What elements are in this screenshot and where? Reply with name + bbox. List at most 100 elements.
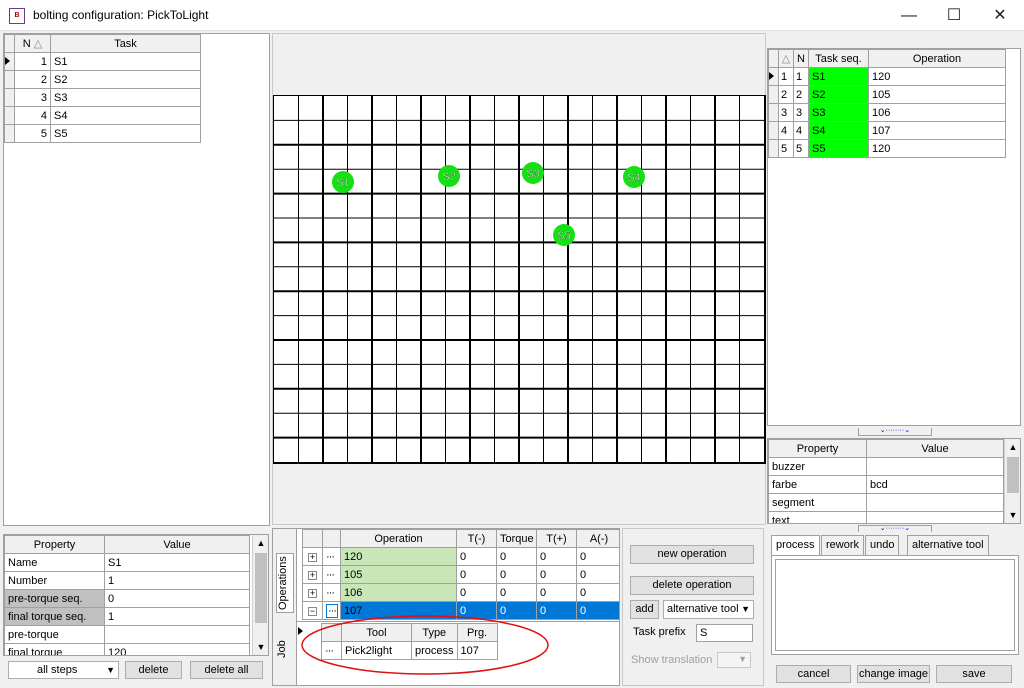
- column-header-operation[interactable]: Operation: [340, 529, 457, 548]
- cell-n[interactable]: 3: [14, 88, 51, 107]
- cell-n[interactable]: 4: [14, 106, 51, 125]
- sequence-row[interactable]: 4 4 S4 107: [768, 121, 1006, 140]
- maximize-button[interactable]: ☐: [946, 7, 962, 24]
- cell-t-minus[interactable]: 0: [456, 547, 497, 566]
- cell-index[interactable]: 4: [778, 121, 794, 140]
- cell-task-seq[interactable]: S2: [808, 85, 869, 104]
- scroll-thumb[interactable]: [255, 553, 267, 623]
- property-row[interactable]: final torque seq. 1: [4, 607, 250, 626]
- property-value[interactable]: S1: [104, 553, 250, 572]
- new-operation-button[interactable]: new operation: [630, 545, 754, 564]
- sequence-row[interactable]: 1 1 S1 120: [768, 67, 1006, 86]
- cell-t-plus[interactable]: 0: [536, 565, 577, 584]
- cell-operation[interactable]: 105: [868, 85, 1006, 104]
- minus-icon[interactable]: −: [308, 605, 317, 616]
- alternative-tool-select[interactable]: alternative tool ▼: [663, 600, 754, 619]
- column-header-t-minus[interactable]: T(-): [456, 529, 497, 548]
- property-row[interactable]: final torque 120: [4, 643, 250, 655]
- tool-row[interactable]: ··· Pick2light process 107: [321, 641, 498, 660]
- column-header-torque[interactable]: Torque: [496, 529, 537, 548]
- column-header-a-minus[interactable]: A(-): [576, 529, 619, 548]
- cell-task-seq[interactable]: S4: [808, 121, 869, 140]
- table-row[interactable]: 2 S2: [4, 70, 201, 89]
- column-header-t-plus[interactable]: T(+): [536, 529, 577, 548]
- cell-operation[interactable]: 107: [340, 601, 457, 620]
- delete-operation-button[interactable]: delete operation: [630, 576, 754, 595]
- image-area[interactable]: S1 S2 S3 S4 S5: [272, 33, 766, 525]
- ellipsis-icon[interactable]: ···: [322, 601, 341, 620]
- operation-row[interactable]: + ··· 120 0 0 0 0: [302, 547, 619, 566]
- cell-torque[interactable]: 0: [496, 583, 537, 602]
- operation-row[interactable]: + ··· 106 0 0 0 0: [302, 583, 619, 602]
- property-row[interactable]: Name S1: [4, 553, 250, 572]
- cell-operation[interactable]: 106: [340, 583, 457, 602]
- cell-n[interactable]: 2: [793, 85, 809, 104]
- properties-scrollbar[interactable]: ▲ ▼: [252, 535, 268, 655]
- cell-task[interactable]: S3: [50, 88, 201, 107]
- cell-t-plus[interactable]: 0: [536, 601, 577, 620]
- grid-image[interactable]: S1 S2 S3 S4 S5: [273, 95, 767, 465]
- cell-n[interactable]: 3: [793, 103, 809, 122]
- translation-select[interactable]: ▼: [717, 652, 751, 668]
- sort-icon[interactable]: △: [778, 49, 794, 68]
- marker-s4[interactable]: S4: [623, 166, 645, 188]
- table-row[interactable]: 1 S1: [4, 52, 201, 71]
- marker-s5[interactable]: S5: [553, 224, 575, 246]
- scroll-down-icon[interactable]: ▼: [256, 642, 266, 652]
- sequence-row[interactable]: 2 2 S2 105: [768, 85, 1006, 104]
- cell-tool[interactable]: Pick2light: [341, 641, 412, 660]
- delete-button[interactable]: delete: [125, 661, 182, 679]
- splitter-handle[interactable]: ⌄········⌄: [858, 525, 932, 532]
- table-row[interactable]: 3 S3: [4, 88, 201, 107]
- cell-t-minus[interactable]: 0: [456, 565, 497, 584]
- cell-a-minus[interactable]: 0: [576, 601, 619, 620]
- task-prefix-input[interactable]: S: [696, 624, 753, 642]
- marker-circle[interactable]: [553, 224, 575, 246]
- splitter-handle[interactable]: ⌄········⌄: [858, 427, 932, 436]
- cell-operation[interactable]: 120: [868, 139, 1006, 158]
- sequence-row[interactable]: 3 3 S3 106: [768, 103, 1006, 122]
- cancel-button[interactable]: cancel: [776, 665, 851, 683]
- cell-n[interactable]: 4: [793, 121, 809, 140]
- close-button[interactable]: ✕: [993, 7, 1007, 24]
- cell-n[interactable]: 1: [793, 67, 809, 86]
- column-header-task-seq[interactable]: Task seq.: [808, 49, 869, 68]
- property-value[interactable]: [866, 493, 1004, 512]
- tab-process[interactable]: process: [771, 535, 820, 556]
- add-button[interactable]: add: [630, 600, 659, 619]
- cell-index[interactable]: 5: [778, 139, 794, 158]
- cell-n[interactable]: 5: [793, 139, 809, 158]
- property-value[interactable]: [866, 457, 1004, 476]
- column-header-tool[interactable]: Tool: [341, 623, 412, 642]
- cell-task[interactable]: S5: [50, 124, 201, 143]
- cell-n[interactable]: 2: [14, 70, 51, 89]
- scroll-down-icon[interactable]: ▼: [1008, 510, 1018, 520]
- cell-a-minus[interactable]: 0: [576, 583, 619, 602]
- scroll-thumb[interactable]: [1007, 457, 1019, 493]
- property-row[interactable]: segment: [768, 493, 1004, 512]
- property-row[interactable]: buzzer: [768, 457, 1004, 476]
- steps-select[interactable]: all steps ▼: [8, 661, 119, 679]
- cell-n[interactable]: 5: [14, 124, 51, 143]
- cell-prg[interactable]: 107: [456, 641, 498, 660]
- tab-alternative-tool[interactable]: alternative tool: [907, 535, 989, 555]
- tab-rework[interactable]: rework: [821, 535, 865, 555]
- cell-n[interactable]: 1: [14, 52, 51, 71]
- property-value[interactable]: [866, 511, 1004, 523]
- property-row[interactable]: Number 1: [4, 571, 250, 590]
- cell-a-minus[interactable]: 0: [576, 565, 619, 584]
- table-row[interactable]: 5 S5: [4, 124, 201, 143]
- property-row[interactable]: pre-torque: [4, 625, 250, 644]
- marker-circle[interactable]: [438, 165, 460, 187]
- marker-circle[interactable]: [623, 166, 645, 188]
- cell-task-seq[interactable]: S3: [808, 103, 869, 122]
- property-value[interactable]: 1: [104, 607, 250, 626]
- cell-a-minus[interactable]: 0: [576, 547, 619, 566]
- property-value[interactable]: bcd: [866, 475, 1004, 494]
- cell-task-seq[interactable]: S1: [808, 67, 869, 86]
- cell-operation[interactable]: 120: [340, 547, 457, 566]
- marker-s2[interactable]: S2: [438, 165, 460, 187]
- table-row[interactable]: 4 S4: [4, 106, 201, 125]
- expand-cell[interactable]: +: [302, 565, 323, 584]
- marker-circle[interactable]: [332, 171, 354, 193]
